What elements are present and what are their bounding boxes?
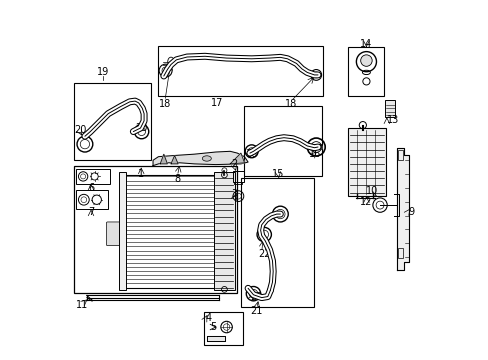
Text: 16: 16 xyxy=(308,149,321,159)
Text: 13: 13 xyxy=(386,115,399,125)
Text: 22: 22 xyxy=(258,248,270,258)
Text: 14: 14 xyxy=(360,39,372,49)
Bar xyxy=(74,166,237,293)
Text: 16: 16 xyxy=(245,149,258,159)
Polygon shape xyxy=(230,153,244,164)
Text: 5: 5 xyxy=(210,322,216,332)
Bar xyxy=(397,150,403,160)
Text: 12: 12 xyxy=(360,197,372,207)
Bar xyxy=(241,178,314,307)
Polygon shape xyxy=(153,151,247,166)
Bar xyxy=(119,172,126,290)
Text: 4: 4 xyxy=(205,313,211,323)
Polygon shape xyxy=(396,148,408,270)
Bar xyxy=(244,107,321,176)
Text: 3: 3 xyxy=(231,189,237,199)
Text: 20: 20 xyxy=(74,125,86,135)
Text: 9: 9 xyxy=(407,207,413,217)
Text: 10: 10 xyxy=(366,186,378,197)
Bar xyxy=(348,128,386,196)
Text: 19: 19 xyxy=(97,67,109,77)
Polygon shape xyxy=(206,336,224,341)
Text: 15: 15 xyxy=(272,168,284,179)
Text: 8: 8 xyxy=(174,174,180,184)
Bar xyxy=(74,83,151,160)
Bar xyxy=(214,172,234,290)
Text: 18: 18 xyxy=(159,99,171,109)
Text: 6: 6 xyxy=(88,183,94,193)
Polygon shape xyxy=(160,154,167,164)
Bar xyxy=(233,171,244,182)
Bar xyxy=(397,248,403,258)
Bar xyxy=(348,47,384,96)
Text: 2: 2 xyxy=(231,159,237,169)
Text: 21: 21 xyxy=(250,306,263,316)
Text: 20: 20 xyxy=(135,123,147,133)
Circle shape xyxy=(360,55,371,66)
Bar xyxy=(158,45,323,96)
Bar xyxy=(204,312,243,345)
Text: 11: 11 xyxy=(76,300,88,310)
FancyBboxPatch shape xyxy=(106,222,120,246)
Text: 7: 7 xyxy=(88,207,94,217)
Text: 22: 22 xyxy=(249,292,262,302)
Bar xyxy=(76,169,110,184)
Bar xyxy=(385,100,395,117)
Ellipse shape xyxy=(202,156,211,161)
Polygon shape xyxy=(171,156,178,164)
Text: 17: 17 xyxy=(211,98,224,108)
Bar xyxy=(76,190,108,210)
Text: 1: 1 xyxy=(138,169,144,179)
Text: 18: 18 xyxy=(285,99,297,109)
